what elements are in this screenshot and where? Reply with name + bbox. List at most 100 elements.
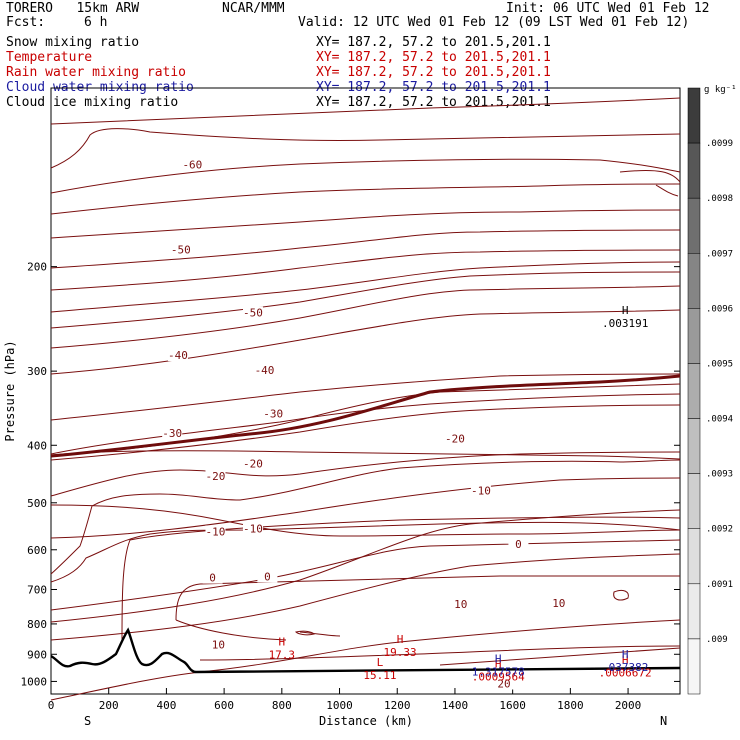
x-end-label-north: N [660, 714, 667, 728]
colorbar-swatch [687, 363, 701, 419]
contour-label: -40 [168, 349, 188, 362]
contour-line [50, 229, 681, 269]
zero-isotherm [50, 374, 681, 458]
colorbar-level: .0092 [706, 525, 733, 535]
contour-label: 0 [264, 570, 271, 583]
extremum-marker: H [622, 304, 629, 317]
contour-line [50, 451, 681, 497]
contour-line [50, 285, 681, 349]
colorbar-swatch [687, 197, 701, 254]
contour-line [50, 459, 681, 575]
y-axis-label: Pressure (hPa) [3, 340, 17, 441]
contour-line [50, 477, 681, 539]
model-title: TORERO 15km ARW [6, 1, 140, 16]
field-name-cloud-ice: Cloud ice mixing ratio [6, 95, 179, 110]
colorbar-swatch [687, 142, 701, 199]
colorbar-swatch [687, 87, 701, 144]
y-tick-label: 700 [27, 584, 47, 597]
colorbar-swatch [687, 418, 701, 474]
colorbar-level: .0093 [706, 470, 733, 480]
x-tick-label: 600 [214, 699, 234, 712]
contour-label: -10 [243, 523, 263, 536]
colorbar-level: .0098 [706, 194, 733, 204]
colorbar-level: .009 [706, 635, 728, 645]
colorbar: .0099 .0098 .0097 .0096 .0095 .0094 .0093 .0092… [687, 87, 733, 695]
contour-line [619, 169, 681, 197]
forecast-hour: 6 h [84, 15, 108, 30]
contour-label-bg [548, 597, 569, 610]
x-tick-label: 800 [272, 699, 292, 712]
extremum-value: 17.3 [269, 649, 296, 662]
contour-label-bg [162, 427, 183, 440]
contour-label-bg [470, 484, 491, 497]
x-tick-label: 1800 [557, 699, 584, 712]
x-ticks: 0 200 400 600 800 1000 1200 1400 1600 1800 2000 [48, 688, 641, 712]
contour-label: -40 [255, 364, 275, 377]
y-tick-label: 1000 [21, 675, 48, 688]
y-tick-label: 300 [27, 365, 47, 378]
colorbar-swatch [687, 308, 701, 364]
contour-label: -20 [243, 458, 263, 471]
extremum-value: 1.317578 [472, 666, 525, 679]
contour-line [199, 645, 681, 661]
field-xy-rain: XY= 187.2, 57.2 to 201.5,201.1 [316, 65, 551, 80]
contour-line [50, 261, 681, 313]
contour-line [295, 630, 315, 636]
contour-label-bg [182, 158, 203, 171]
field-xy-snow: XY= 187.2, 57.2 to 201.5,201.1 [316, 35, 551, 50]
contour-line [50, 521, 681, 583]
extremum-value: 19.33 [384, 646, 417, 659]
x-tick-label: 200 [99, 699, 119, 712]
extremum-value: .037382 [602, 661, 648, 674]
contour-label: 10 [212, 639, 225, 652]
x-tick-label: 1400 [442, 699, 469, 712]
x-tick-label: 400 [156, 699, 176, 712]
extremum-value: .0009564 [472, 671, 525, 684]
temperature-contours [50, 97, 681, 701]
contour-line [50, 504, 681, 537]
x-end-label-south: S [84, 714, 91, 728]
contour-label: -20 [445, 432, 465, 445]
contour-label: 10 [552, 597, 565, 610]
field-name-rain: Rain water mixing ratio [6, 65, 187, 80]
contour-label-bg [205, 469, 226, 482]
contour-label-bg [242, 457, 263, 470]
contour-label: -10 [206, 525, 226, 538]
contour-label: 10 [454, 598, 467, 611]
contour-line [613, 589, 629, 601]
contour-line [50, 158, 681, 194]
contour-label: -20 [206, 470, 226, 483]
x-tick-label: 1200 [384, 699, 411, 712]
field-name-temperature: Temperature [6, 50, 93, 65]
field-xy-cloud-water: XY= 187.2, 57.2 to 201.5,201.1 [316, 80, 551, 95]
valid-time: Valid: 12 UTC Wed 01 Feb 12 (09 LST Wed … [298, 15, 690, 30]
contour-line [50, 539, 681, 611]
colorbar-level: .0091 [706, 580, 733, 590]
contour-line [175, 619, 341, 641]
colorbar-swatch [687, 583, 701, 640]
contour-line [439, 647, 681, 666]
contour-line [121, 516, 681, 641]
colorbar-swatch [687, 638, 701, 695]
contour-label: -30 [162, 427, 182, 440]
contour-line [50, 249, 681, 291]
contour-line [50, 509, 681, 623]
extremum-marker: H [495, 653, 502, 666]
terrain-line [50, 627, 681, 674]
contour-label-bg [450, 597, 471, 610]
contour-line [50, 450, 681, 460]
contour-label: -60 [182, 158, 202, 171]
contour-label-bg [170, 243, 191, 256]
y-tick-label: 200 [27, 261, 47, 274]
contour-label-bg [242, 522, 263, 535]
extremum-value: .003191 [602, 317, 648, 330]
contour-line [175, 575, 680, 621]
contour-line [50, 209, 681, 239]
contour-label-bg [257, 570, 278, 583]
contour-line [50, 97, 681, 125]
y-tick-label: 800 [27, 618, 47, 631]
contour-label: -50 [171, 244, 191, 257]
extremum-marker: L [377, 656, 384, 669]
contour-label-bg [202, 571, 223, 584]
